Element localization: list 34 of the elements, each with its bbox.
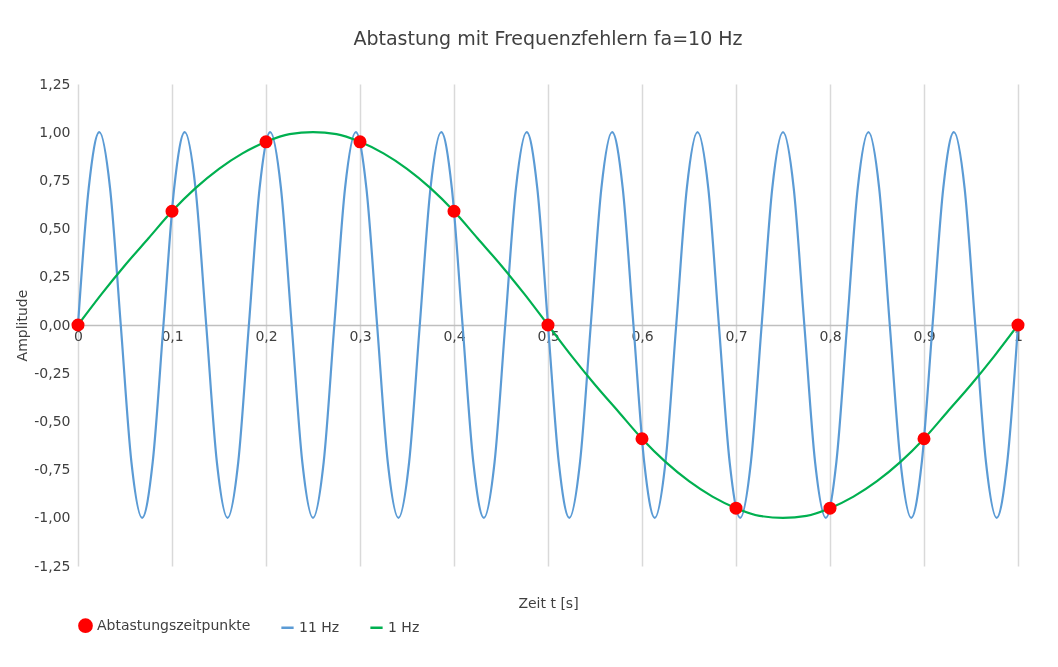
point bbox=[917, 432, 931, 446]
x-tick-label: 0 bbox=[74, 327, 83, 344]
y-tick-label: 0,50 bbox=[39, 220, 71, 237]
point bbox=[165, 204, 179, 218]
y-tick-label: -1,00 bbox=[34, 509, 71, 526]
point bbox=[541, 318, 555, 332]
chart-title: Abtastung mit Frequenzfehlern fa=10 Hz bbox=[353, 27, 743, 49]
y-tick-label: -0,50 bbox=[34, 412, 71, 429]
point bbox=[823, 501, 837, 515]
y-axis-title: Amplitude bbox=[14, 289, 31, 362]
x-tick-label: 0,1 bbox=[161, 327, 184, 344]
legend-label: 11 Hz bbox=[299, 618, 340, 635]
y-tick-label: 0,75 bbox=[39, 171, 71, 188]
point bbox=[71, 318, 85, 332]
y-tick-label: 1,00 bbox=[39, 123, 71, 140]
point bbox=[1011, 318, 1025, 332]
x-tick-label: 0,2 bbox=[255, 327, 278, 344]
point bbox=[635, 432, 649, 446]
y-tick-label: -1,25 bbox=[34, 557, 71, 574]
x-tick-label: 0,8 bbox=[819, 327, 842, 344]
y-tick-label: -0,75 bbox=[34, 461, 71, 478]
legend-label: Abtastungszeitpunkte bbox=[97, 616, 251, 633]
legend-label: 1 Hz bbox=[388, 618, 420, 635]
x-axis-title: Zeit t [s] bbox=[518, 594, 579, 611]
y-tick-label: 1,25 bbox=[39, 75, 71, 92]
point bbox=[729, 501, 743, 515]
point bbox=[259, 135, 273, 149]
x-tick-label: 0,3 bbox=[349, 327, 372, 344]
point bbox=[447, 204, 461, 218]
y-tick-label: -0,25 bbox=[34, 364, 71, 381]
x-tick-label: 0,7 bbox=[725, 327, 748, 344]
point bbox=[353, 135, 367, 149]
y-tick-label: 0,00 bbox=[39, 316, 71, 333]
y-tick-label: 0,25 bbox=[39, 268, 71, 285]
